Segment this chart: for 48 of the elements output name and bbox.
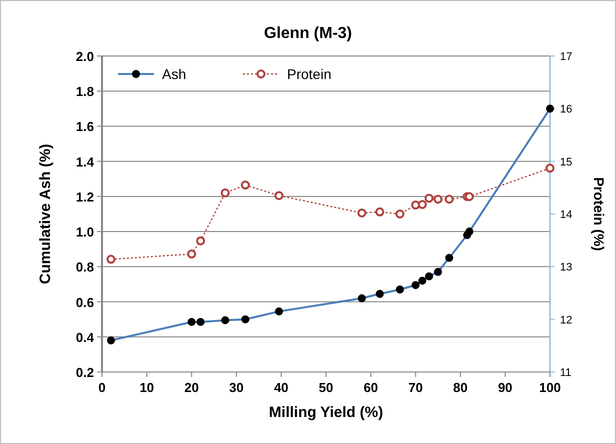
point — [375, 207, 384, 216]
y2-tick-label: 17 — [560, 51, 572, 63]
y-tick-label: 0.6 — [76, 294, 94, 310]
y-tick-label: 2.0 — [76, 49, 94, 64]
point — [395, 210, 404, 218]
point — [220, 188, 230, 198]
x-tick-label: 90 — [498, 380, 512, 395]
x-tick-label: 10 — [140, 380, 154, 395]
y2-tick-label: 14 — [560, 209, 572, 221]
x-tick-label: 100 — [539, 380, 561, 395]
x-tick-label: 50 — [318, 380, 334, 395]
x-tick-label: 0 — [98, 380, 106, 395]
point — [357, 208, 366, 218]
y-tick-label: 1.2 — [76, 189, 94, 204]
y2-tick-label: 15 — [560, 156, 572, 168]
point — [240, 180, 250, 190]
point — [424, 194, 434, 203]
point — [418, 200, 427, 210]
point — [434, 194, 442, 204]
y-tick-label: 0.8 — [76, 260, 94, 275]
y-tick-label: 1.6 — [76, 119, 94, 134]
x-tick-label: 60 — [364, 380, 378, 395]
y2-axis-title: Protein (%) — [591, 177, 607, 251]
y-tick-label: 1.0 — [76, 224, 94, 240]
y-tick-label: 0.2 — [76, 365, 94, 380]
point — [106, 254, 116, 264]
y2-tick-label: 11 — [560, 367, 572, 379]
y-axis-title: Cumulative Ash (%) — [37, 144, 54, 284]
legend-label: Protein — [287, 66, 332, 82]
x-axis-title: Milling Yield (%) — [268, 404, 384, 421]
point — [274, 191, 284, 200]
y-tick-label: 1.4 — [76, 154, 95, 170]
point — [196, 236, 206, 246]
y-tick-label: 0.4 — [76, 330, 95, 345]
y2-tick-label: 16 — [560, 104, 572, 116]
x-tick-label: 20 — [184, 380, 199, 395]
x-tick-label: 40 — [274, 380, 288, 395]
point — [444, 194, 454, 204]
y2-tick-label: 12 — [560, 314, 572, 326]
point — [187, 250, 196, 259]
legend-label: Ash — [162, 66, 186, 82]
x-tick-label: 70 — [408, 380, 423, 395]
y-tick-label: 1.8 — [76, 84, 94, 100]
x-tick-label: 30 — [229, 380, 244, 395]
point — [546, 164, 554, 173]
x-tick-label: 80 — [453, 380, 468, 395]
y2-tick-label: 13 — [560, 262, 572, 274]
chart-title: Glenn (M-3) — [264, 25, 352, 42]
